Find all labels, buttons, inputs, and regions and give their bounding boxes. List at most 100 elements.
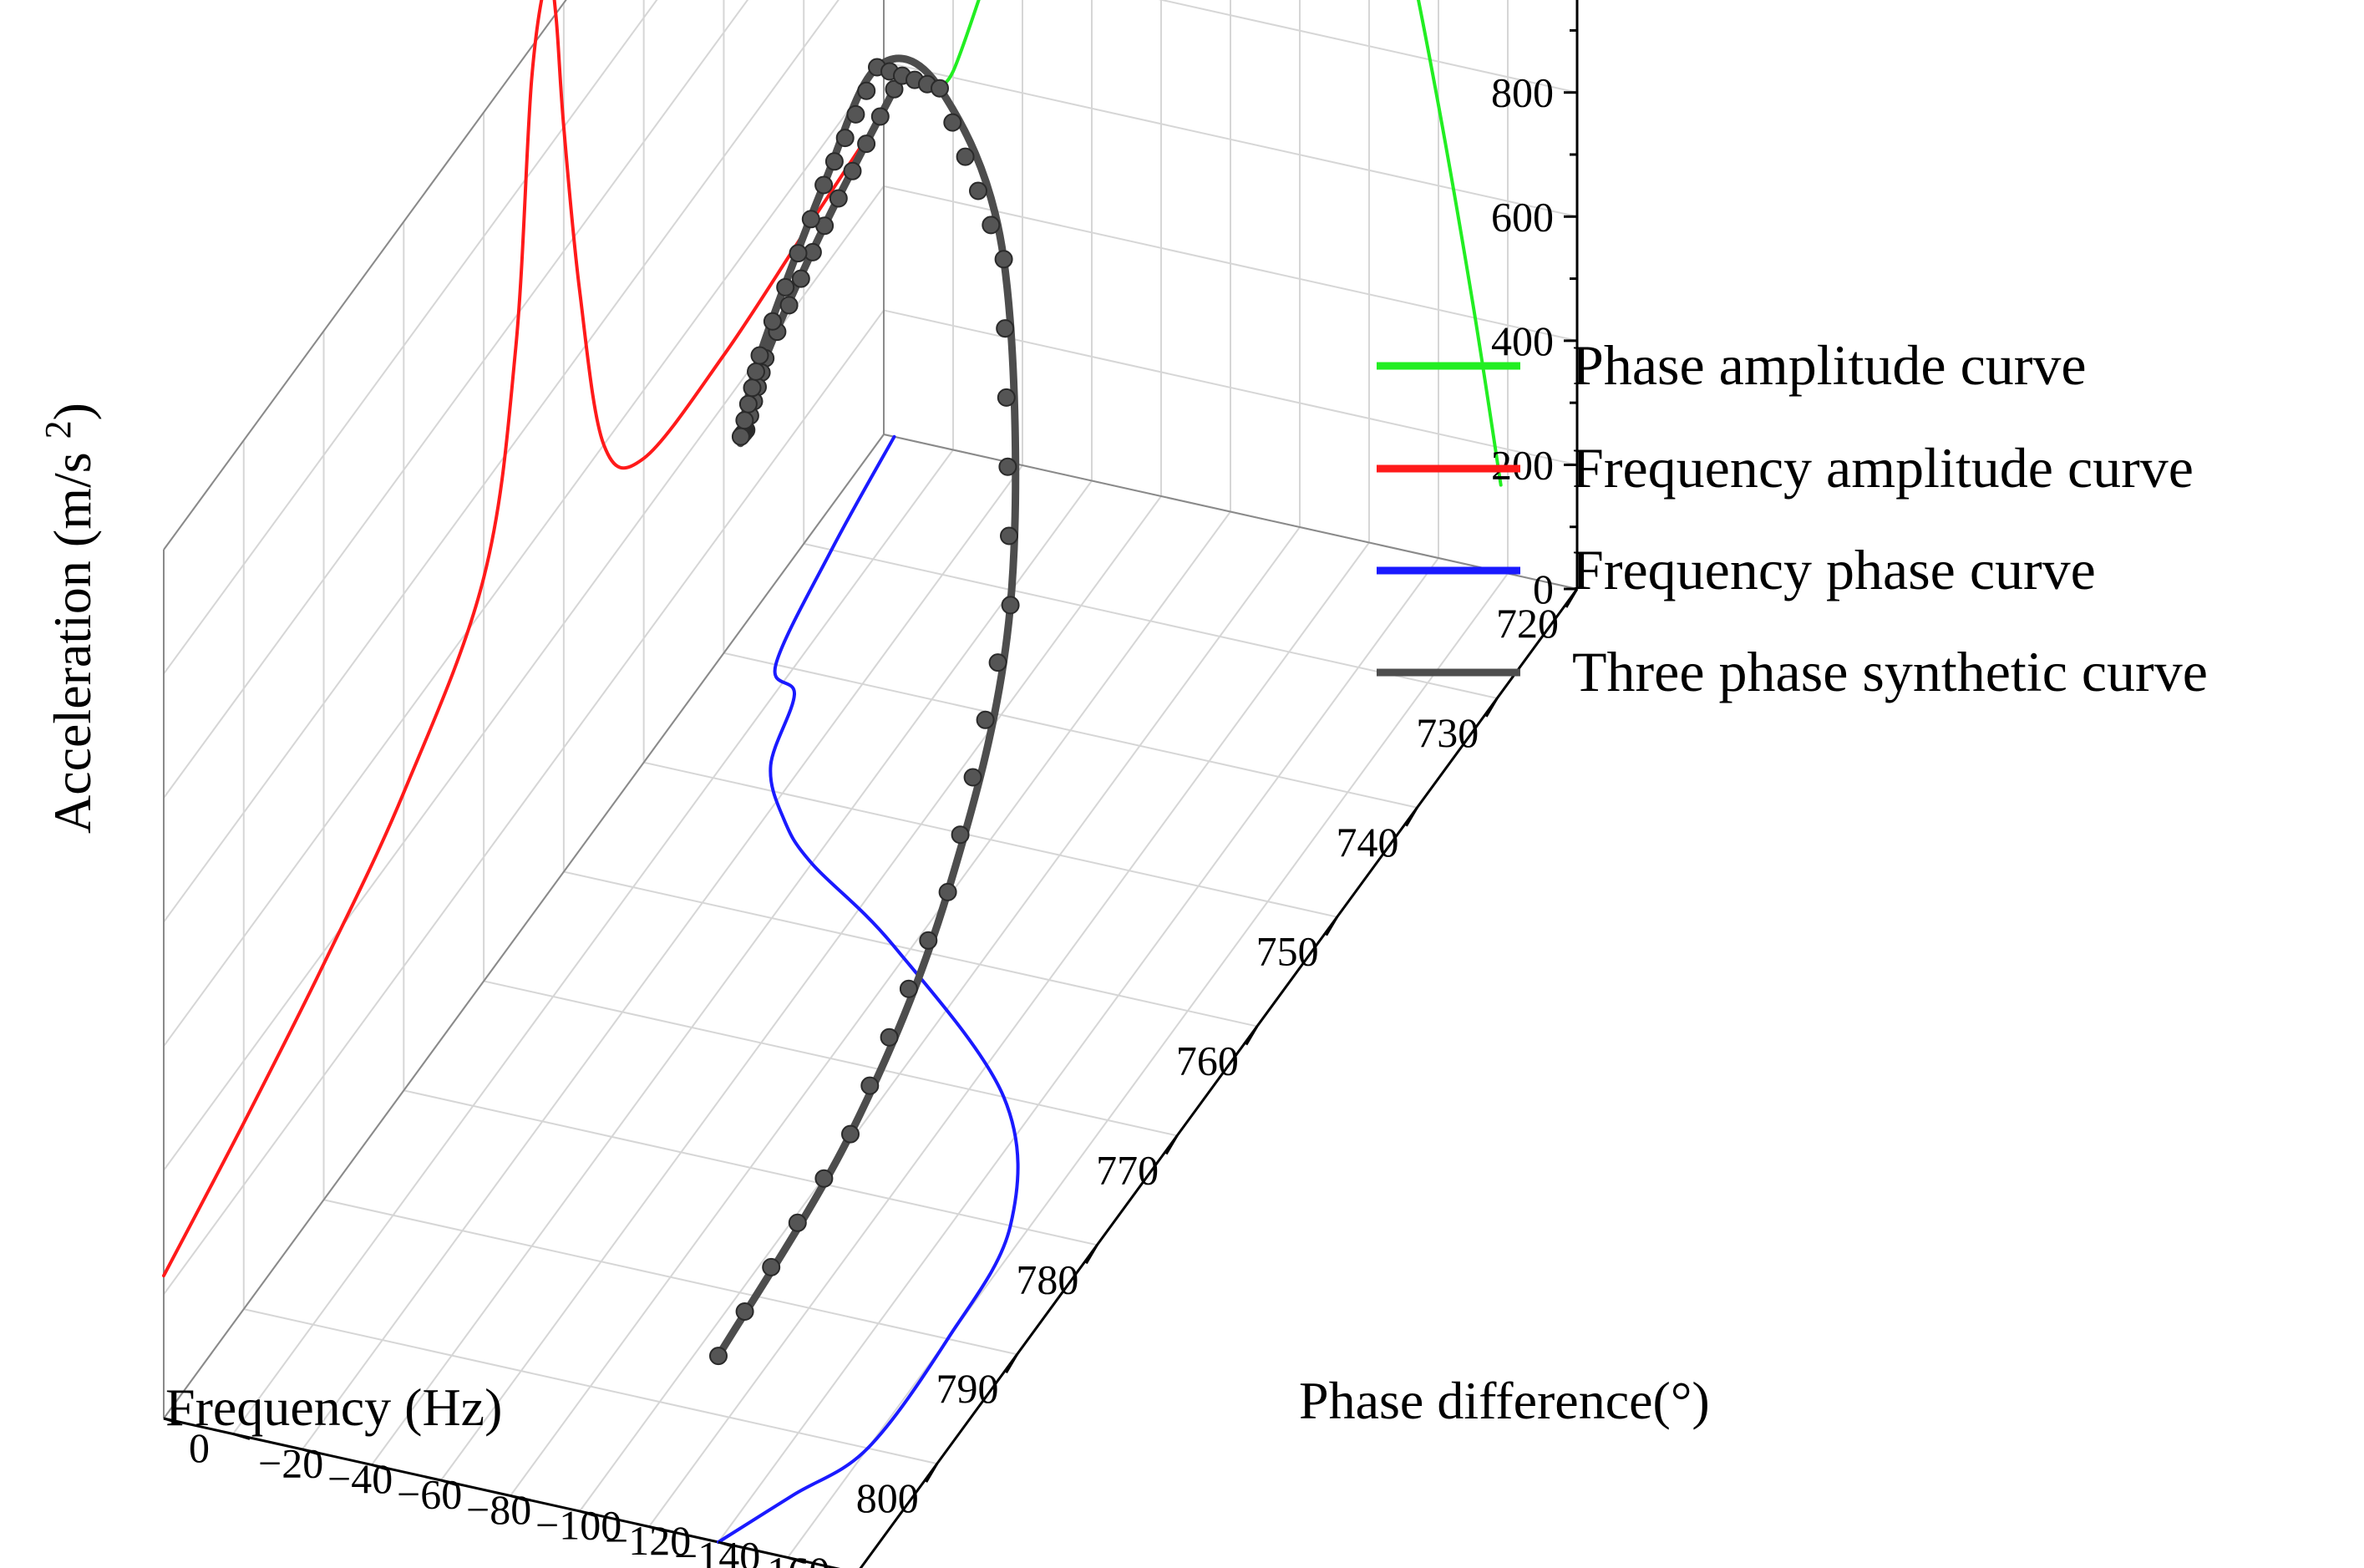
grid-line [302, 464, 1023, 1450]
data-point [976, 710, 995, 729]
legend-label: Frequency phase curve [1572, 538, 2096, 601]
series-1 [162, 0, 885, 1278]
data-point [988, 653, 1007, 672]
x-axis-line [859, 588, 1579, 1568]
y-tick-label: −100 [535, 1502, 621, 1549]
z-axis-title-tail: ) [43, 403, 102, 420]
grid-line [883, 185, 1578, 342]
x-tick-mark [1565, 588, 1579, 608]
y-tick-label: −160 [743, 1548, 829, 1568]
y-tick-label: −180 [813, 1564, 899, 1568]
tick-group: 0200400600800100012001400720730740750760… [163, 28, 1579, 1568]
grid-line [648, 541, 1370, 1528]
legend-item: Three phase synthetic curve [1377, 640, 2208, 703]
z-tick-label: 400 [1491, 317, 1554, 364]
data-point [956, 147, 975, 166]
grid-line [163, 0, 749, 799]
y-tick-label: −140 [674, 1533, 760, 1568]
x-tick-mark [1405, 807, 1418, 827]
data-point [791, 269, 810, 288]
y-tick-mark [371, 1464, 389, 1471]
y-tick-label: 0 [189, 1424, 210, 1471]
data-point [814, 1169, 834, 1188]
y-tick-label: −80 [466, 1486, 531, 1533]
grid-lines [163, 0, 1578, 1568]
legend-item: Frequency amplitude curve [1377, 436, 2194, 500]
data-point [843, 161, 862, 180]
x-tick-mark [1245, 1025, 1259, 1046]
data-point [709, 1347, 728, 1366]
series-2 [717, 434, 1020, 1544]
data-point [885, 79, 904, 99]
x-tick-mark [1005, 1353, 1018, 1373]
series-line [162, 0, 885, 1278]
z-tick-label: 600 [1491, 193, 1554, 240]
x-tick-label: 750 [1256, 928, 1319, 975]
grid-line [787, 572, 1509, 1559]
grid-line [718, 557, 1439, 1543]
data-point [994, 250, 1013, 269]
y-tick-label: −20 [258, 1440, 323, 1487]
series-0 [934, 0, 1503, 487]
x-tick-mark [1325, 916, 1338, 936]
z-tick-label: 800 [1491, 69, 1554, 116]
data-point [919, 931, 938, 950]
legend-item: Phase amplitude curve [1377, 333, 2087, 397]
series-group [162, 0, 1503, 1544]
grid-line [579, 526, 1301, 1512]
x-tick-label: 790 [936, 1365, 999, 1412]
legend-label: Frequency amplitude curve [1572, 436, 2194, 500]
series-line [717, 434, 1020, 1544]
y-tick-mark [440, 1479, 459, 1487]
data-point [880, 1028, 899, 1047]
x-tick-label: 780 [1016, 1256, 1078, 1302]
data-point [763, 312, 782, 331]
data-point [788, 1213, 807, 1232]
data-point [857, 81, 876, 100]
data-point [738, 394, 758, 414]
grid-line [883, 61, 1578, 218]
data-point [943, 113, 962, 132]
y-tick-mark [302, 1448, 320, 1456]
data-point [750, 346, 769, 365]
grid-line [440, 495, 1162, 1481]
series-3 [709, 54, 1020, 1366]
x-tick-mark [925, 1463, 939, 1483]
box-edge [883, 434, 1578, 590]
grid-line [163, 0, 658, 675]
legend-item: Frequency phase curve [1377, 538, 2096, 601]
series-line [714, 54, 1020, 1360]
y-tick-mark [510, 1494, 528, 1502]
data-point [931, 79, 949, 98]
y-tick-label: −60 [397, 1471, 462, 1518]
data-point [824, 152, 844, 171]
data-point [997, 388, 1016, 407]
data-point [776, 277, 795, 297]
grid-line [883, 309, 1578, 466]
data-point [743, 378, 762, 398]
x-tick-mark [1085, 1244, 1098, 1265]
data-point [789, 244, 808, 263]
grid-line [163, 309, 885, 1296]
z-axis-title-superscript: 2 [38, 420, 79, 439]
data-point [841, 1124, 860, 1144]
data-point [835, 129, 855, 148]
data-point [731, 427, 750, 446]
data-point [779, 296, 799, 315]
x-tick-label: 730 [1416, 709, 1479, 756]
y-axis-title: Phase difference(°) [1299, 1371, 1710, 1430]
grid-line [1158, 0, 1578, 94]
grid-line [163, 0, 840, 923]
data-point [735, 411, 754, 430]
data-point [1001, 596, 1020, 615]
x-tick-mark [1164, 1134, 1179, 1155]
x-tick-label: 800 [856, 1474, 919, 1521]
legend-label: Phase amplitude curve [1572, 333, 2087, 397]
grid-line [371, 480, 1093, 1466]
data-point [846, 104, 865, 124]
data-point [982, 216, 1001, 235]
grid-line [163, 61, 885, 1047]
y-tick-mark [232, 1433, 251, 1440]
x-tick-label: 720 [1496, 600, 1559, 647]
legend-label: Three phase synthetic curve [1572, 640, 2208, 703]
